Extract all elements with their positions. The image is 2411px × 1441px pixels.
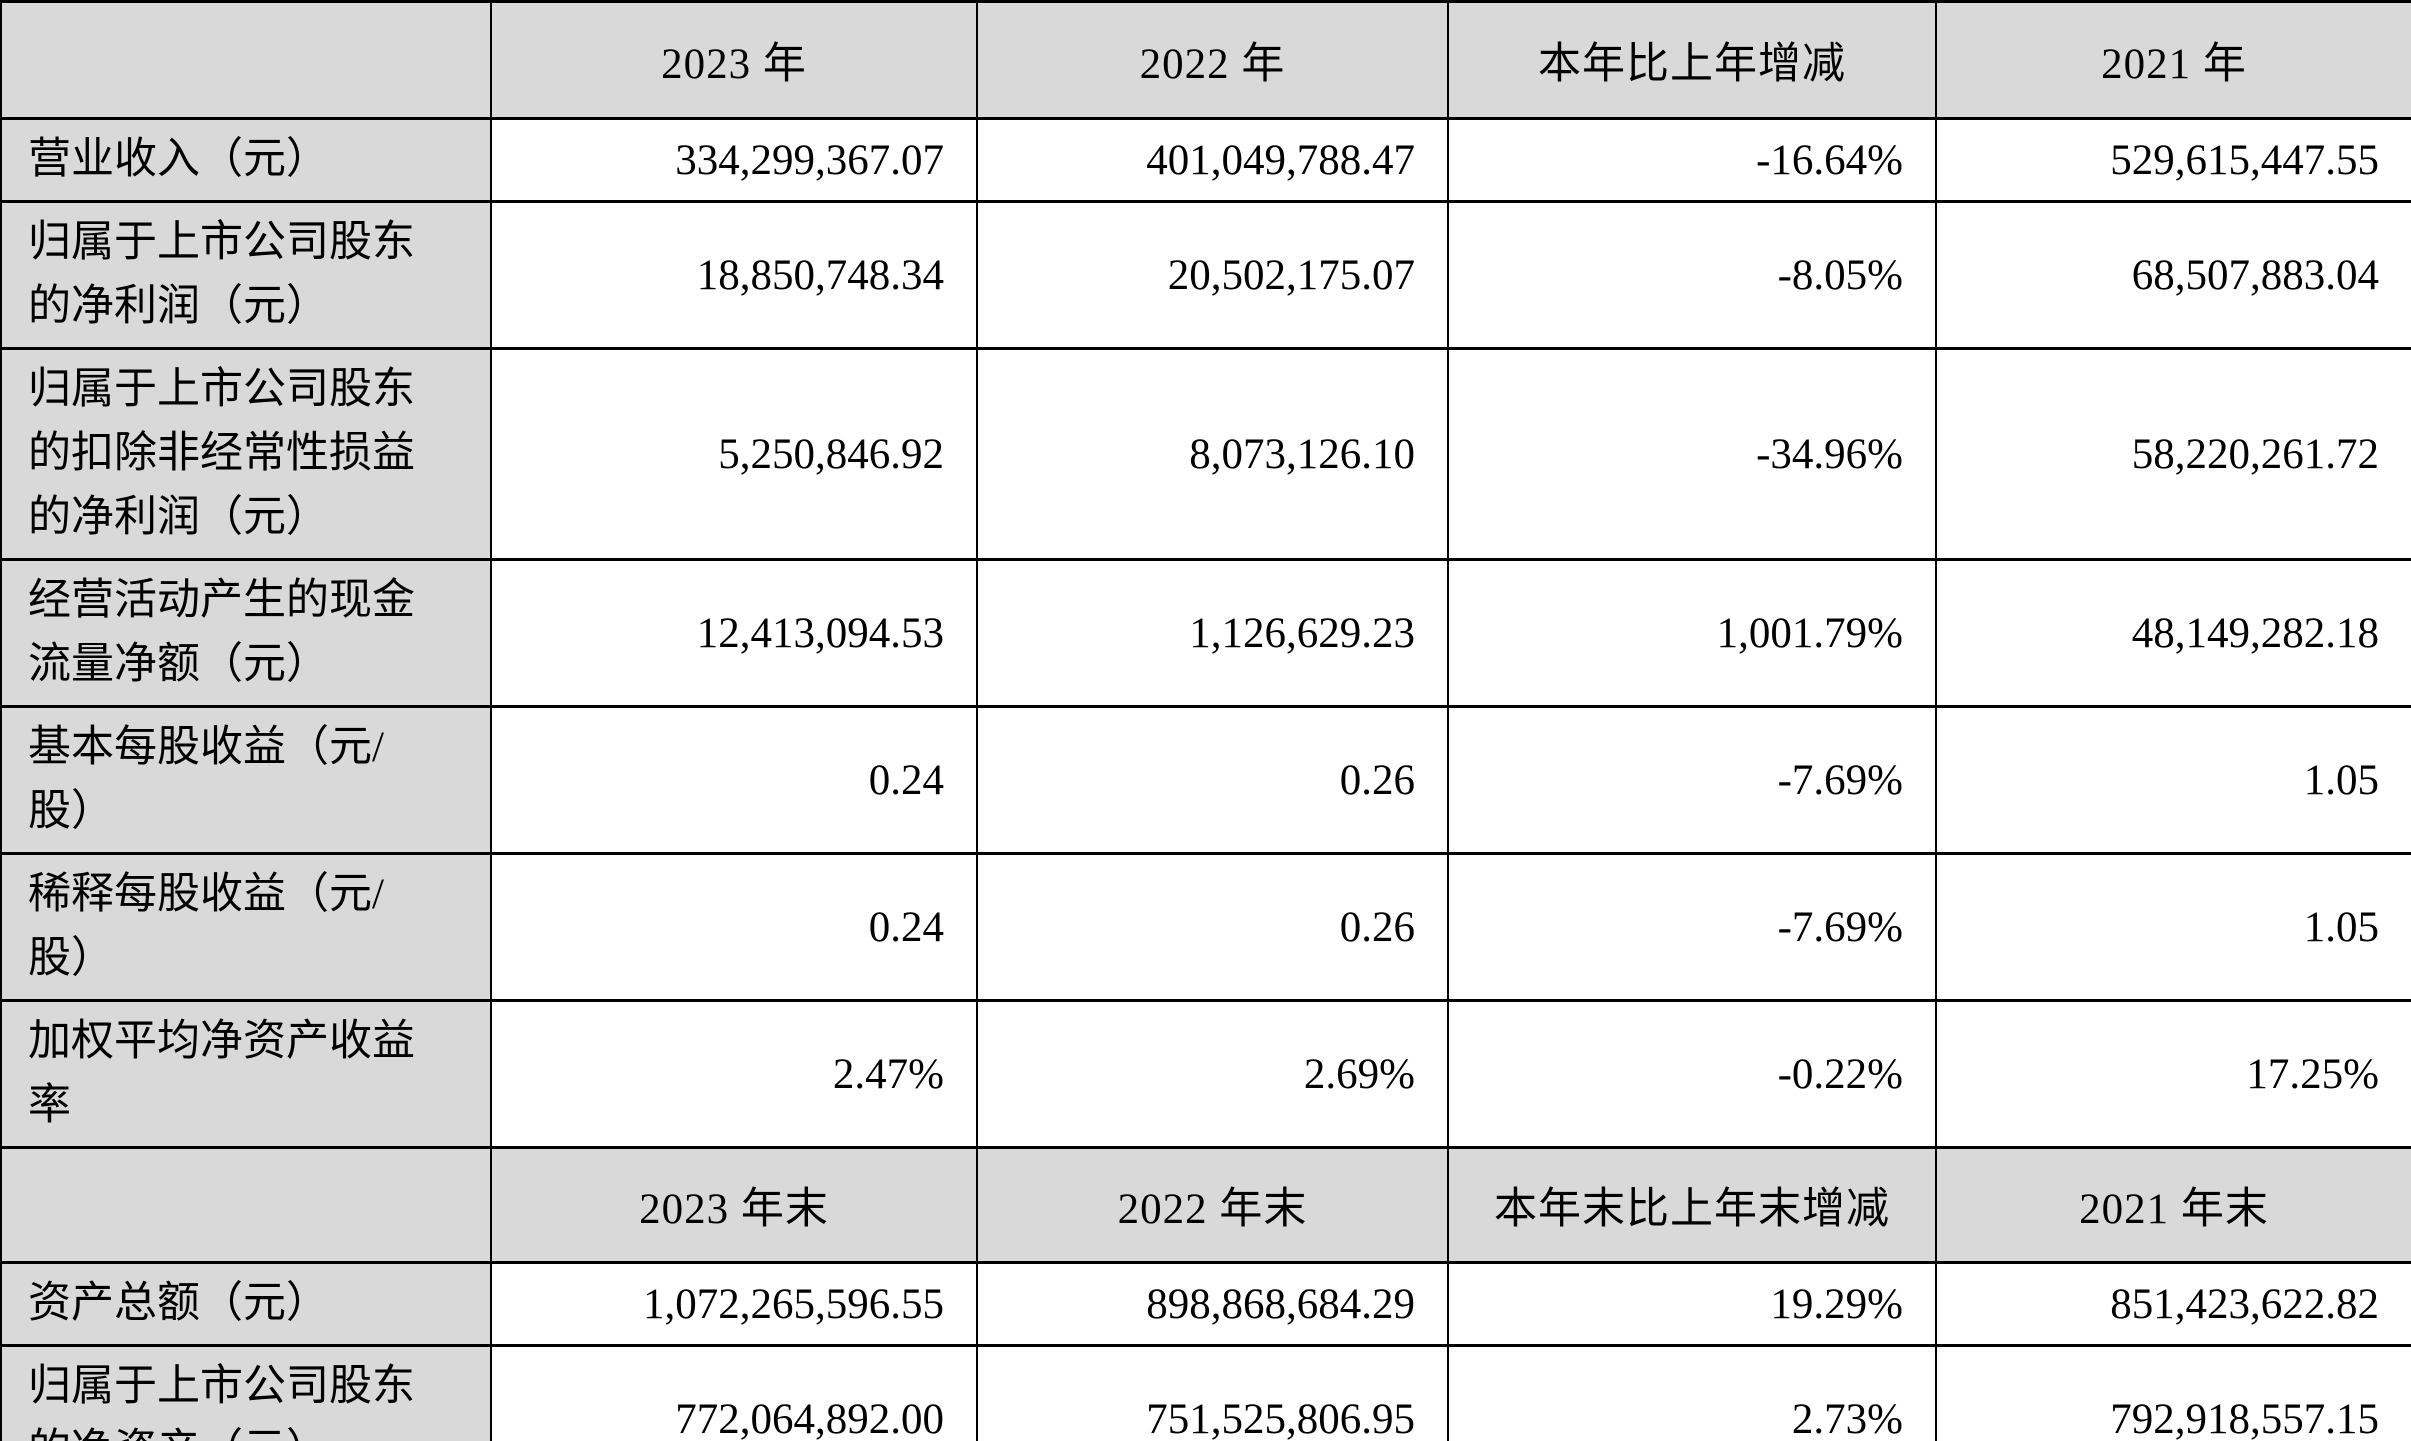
col-header-2023: 2023 年 [490,0,978,120]
cell-net-assets-change: 2.73% [1447,1344,1937,1441]
cell-basic-eps-yoy: -7.69% [1447,705,1937,855]
col-header-2022: 2022 年 [976,0,1449,120]
cell-basic-eps-2022: 0.26 [976,705,1449,855]
col-header-2022-end: 2022 年末 [976,1146,1449,1264]
eop-header-row: 2023 年末 2022 年末 本年末比上年末增减 2021 年末 [0,1146,2411,1264]
cell-operating-cash-flow-yoy: 1,001.79% [1447,558,1937,708]
cell-total-assets-change: 19.29% [1447,1261,1937,1347]
cell-total-assets-2023: 1,072,265,596.55 [490,1261,978,1347]
cell-basic-eps-2023: 0.24 [490,705,978,855]
table-row-diluted-eps: 稀释每股收益（元/ 股） 0.24 0.26 -7.69% 1.05 [0,852,2411,1002]
cell-weighted-avg-roe-2021: 17.25% [1935,999,2411,1149]
cell-net-profit-deducted-2023: 5,250,846.92 [490,347,978,561]
table-row-basic-eps: 基本每股收益（元/ 股） 0.24 0.26 -7.69% 1.05 [0,705,2411,855]
col-header-2023-end: 2023 年末 [490,1146,978,1264]
table-row-net-assets: 归属于上市公司股东 的净资产（元） 772,064,892.00 751,525… [0,1344,2411,1441]
cell-net-profit-yoy: -8.05% [1447,200,1937,350]
row-label-basic-eps: 基本每股收益（元/ 股） [0,705,492,855]
cell-diluted-eps-2021: 1.05 [1935,852,2411,1002]
cell-basic-eps-2021: 1.05 [1935,705,2411,855]
cell-diluted-eps-2023: 0.24 [490,852,978,1002]
cell-revenue-2023: 334,299,367.07 [490,117,978,203]
row-label-operating-cash-flow: 经营活动产生的现金 流量净额（元） [0,558,492,708]
table-row-net-profit-deducted: 归属于上市公司股东 的扣除非经常性损益 的净利润（元） 5,250,846.92… [0,347,2411,561]
cell-net-profit-2023: 18,850,748.34 [490,200,978,350]
cell-net-assets-2022: 751,525,806.95 [976,1344,1449,1441]
cell-net-assets-2021: 792,918,557.15 [1935,1344,2411,1441]
row-label-total-assets: 资产总额（元） [0,1261,492,1347]
cell-weighted-avg-roe-2023: 2.47% [490,999,978,1149]
col-header-yoy-change: 本年比上年增减 [1447,0,1937,120]
cell-net-profit-2022: 20,502,175.07 [976,200,1449,350]
cell-revenue-2021: 529,615,447.55 [1935,117,2411,203]
row-label-net-profit-deducted: 归属于上市公司股东 的扣除非经常性损益 的净利润（元） [0,347,492,561]
cell-net-profit-deducted-yoy: -34.96% [1447,347,1937,561]
cell-net-profit-2021: 68,507,883.04 [1935,200,2411,350]
cell-weighted-avg-roe-yoy: -0.22% [1447,999,1937,1149]
period-header-row: 2023 年 2022 年 本年比上年增减 2021 年 [0,0,2411,120]
cell-diluted-eps-2022: 0.26 [976,852,1449,1002]
corner-cell-blank-eop [0,1146,492,1264]
cell-weighted-avg-roe-2022: 2.69% [976,999,1449,1149]
cell-net-profit-deducted-2022: 8,073,126.10 [976,347,1449,561]
cell-operating-cash-flow-2021: 48,149,282.18 [1935,558,2411,708]
col-header-eop-change: 本年末比上年末增减 [1447,1146,1937,1264]
corner-cell-blank [0,0,492,120]
table-row-revenue: 营业收入（元） 334,299,367.07 401,049,788.47 -1… [0,117,2411,203]
row-label-weighted-avg-roe: 加权平均净资产收益 率 [0,999,492,1149]
col-header-2021: 2021 年 [1935,0,2411,120]
table-row-weighted-avg-roe: 加权平均净资产收益 率 2.47% 2.69% -0.22% 17.25% [0,999,2411,1149]
row-label-net-assets: 归属于上市公司股东 的净资产（元） [0,1344,492,1441]
cell-net-assets-2023: 772,064,892.00 [490,1344,978,1441]
table-row-operating-cash-flow: 经营活动产生的现金 流量净额（元） 12,413,094.53 1,126,62… [0,558,2411,708]
cell-total-assets-2021: 851,423,622.82 [1935,1261,2411,1347]
table-row-total-assets: 资产总额（元） 1,072,265,596.55 898,868,684.29 … [0,1261,2411,1347]
cell-net-profit-deducted-2021: 58,220,261.72 [1935,347,2411,561]
row-label-net-profit: 归属于上市公司股东 的净利润（元） [0,200,492,350]
cell-revenue-yoy: -16.64% [1447,117,1937,203]
row-label-revenue: 营业收入（元） [0,117,492,203]
cell-revenue-2022: 401,049,788.47 [976,117,1449,203]
cell-total-assets-2022: 898,868,684.29 [976,1261,1449,1347]
cell-operating-cash-flow-2022: 1,126,629.23 [976,558,1449,708]
cell-diluted-eps-yoy: -7.69% [1447,852,1937,1002]
col-header-2021-end: 2021 年末 [1935,1146,2411,1264]
cell-operating-cash-flow-2023: 12,413,094.53 [490,558,978,708]
row-label-diluted-eps: 稀释每股收益（元/ 股） [0,852,492,1002]
table-row-net-profit: 归属于上市公司股东 的净利润（元） 18,850,748.34 20,502,1… [0,200,2411,350]
